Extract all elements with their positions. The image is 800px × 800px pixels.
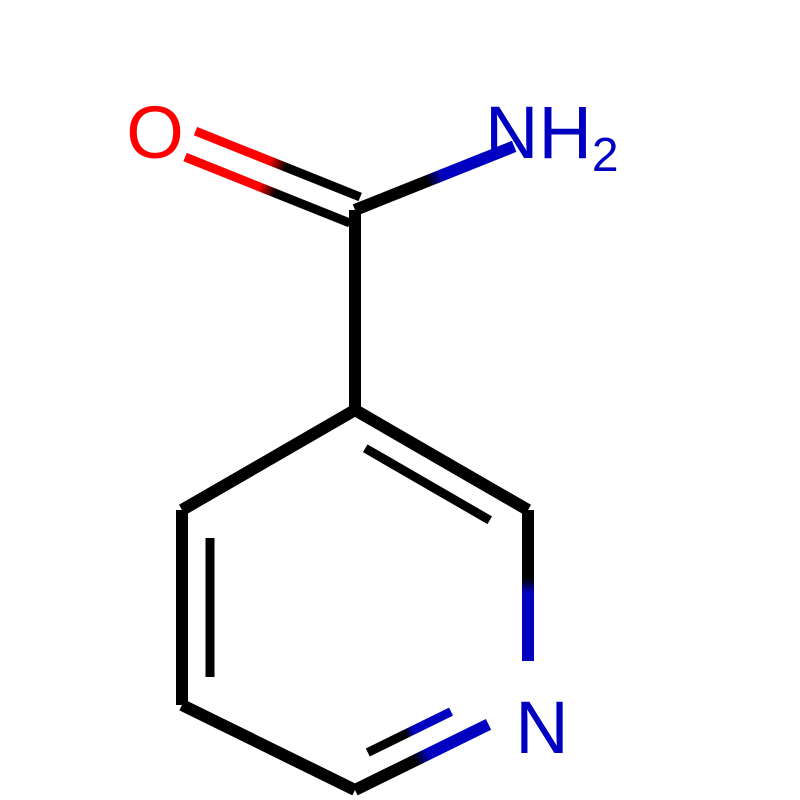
atom-o: O (126, 91, 184, 174)
svg-text:NH2: NH2 (485, 91, 619, 182)
atom-layer: O NH2 N (126, 91, 618, 769)
molecule-diagram: O NH2 N (0, 0, 800, 800)
bond-layer (182, 131, 528, 790)
svg-text:N: N (515, 686, 568, 769)
atom-n1: N (515, 686, 568, 769)
svg-text:O: O (126, 91, 184, 174)
atom-nh2: NH2 (485, 91, 619, 182)
